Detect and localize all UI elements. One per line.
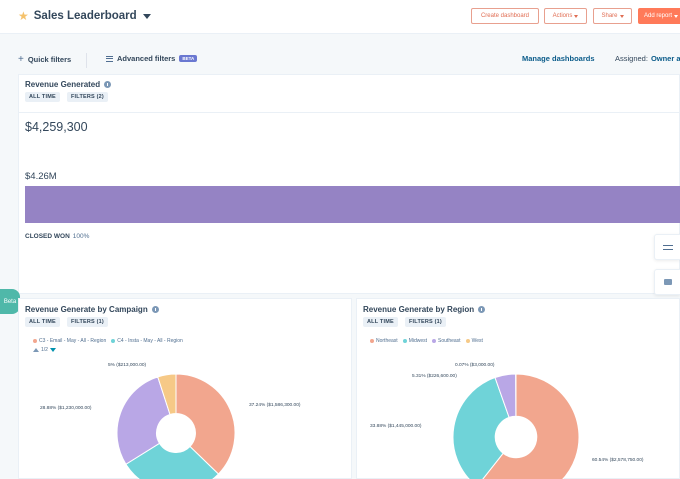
campaign-card-title-text: Revenue Generate by Campaign [25,305,148,314]
pie-slice-2[interactable] [452,376,510,479]
filter-bar: + Quick filters Advanced filters BETA Ma… [0,50,680,70]
dashboard-title: Sales Leaderboard [33,10,137,22]
campaign-legend: C3 - Email - May - All - Region C4 - Ins… [33,338,188,344]
legend-item[interactable]: Northeast [370,338,398,344]
legend-item[interactable]: C4 - Insta - May - All - Region [111,338,183,344]
quick-filters-label: Quick filters [27,55,72,64]
chevron-down-icon[interactable] [142,13,151,19]
chat-widget[interactable] [654,269,680,295]
filter-lines-icon [106,54,113,63]
legend-label: C3 - Email - May - All - Region [39,338,107,344]
share-button[interactable]: Share [593,8,632,24]
info-icon[interactable] [151,306,159,313]
pie-slice-1[interactable] [477,373,580,479]
revenue-total: $4,259,300 [25,120,88,134]
region-card-title: Revenue Generate by Region [363,305,486,314]
legend-item[interactable]: Midwest [402,338,428,344]
manage-dashboards-link[interactable]: Manage dashboards [522,54,595,63]
campaign-slice-label: 5% ($213,000.00) [108,363,147,368]
legend-swatch [432,339,437,343]
create-dashboard-button[interactable]: Create dashboard [471,8,539,24]
assigned-value: Owner a [650,54,680,63]
quick-filters-button[interactable]: + Quick filters [18,54,71,65]
revenue-bar-value: $4.26M [25,171,57,182]
campaign-card-title: Revenue Generate by Campaign [25,305,159,314]
chevron-down-icon [619,14,624,18]
info-icon[interactable] [104,81,112,88]
assigned-label: Assigned: [615,54,648,63]
closed-won-text: CLOSED WON [25,233,70,240]
closed-won-bar[interactable] [25,186,680,223]
table-icon [662,244,673,250]
star-icon[interactable]: ★ [18,9,29,23]
closed-won-percent: 100% [72,233,90,240]
legend-swatch [402,339,407,343]
legend-label: Southeast [438,338,461,344]
legend-swatch [370,339,374,343]
legend-swatch [33,339,37,343]
legend-label: Midwest [408,338,428,344]
legend-swatch [465,339,470,343]
add-report-button[interactable]: Add report [638,8,680,24]
dashboard-title-group[interactable]: ★ Sales Leaderboard [18,9,151,23]
legend-label: West [471,338,483,344]
campaign-slice-label: 28.88% ($1,230,000.00) [40,406,92,411]
create-dashboard-label: Create dashboard [480,13,530,19]
assigned-filter[interactable]: Assigned: Owner a [615,54,680,63]
legend-pager: 1/2 [33,347,56,353]
campaign-pie-chart [116,373,236,479]
legend-swatch [111,339,116,343]
pie-slice-3[interactable] [116,376,171,465]
beta-feedback-tab[interactable]: Beta [0,289,20,314]
table-view-widget[interactable] [654,234,680,260]
plus-icon: + [18,54,24,65]
pie-slice-1[interactable] [175,373,236,475]
pie-slice-2[interactable] [125,442,220,479]
filters-chip[interactable]: FILTERS (1) [405,317,446,327]
chevron-down-icon [674,14,679,18]
card-divider [18,112,680,113]
revenue-generated-title-text: Revenue Generated [25,80,101,89]
info-icon[interactable] [478,306,486,313]
page-down-icon[interactable] [49,348,56,352]
pie-slice-4[interactable] [157,373,177,416]
actions-label: Actions [552,13,573,19]
region-card-title-text: Revenue Generate by Region [363,305,475,314]
dashboard-header: ★ Sales Leaderboard Create dashboard Act… [0,0,680,34]
filters-chip[interactable]: FILTERS (1) [67,317,108,327]
advanced-filters-label: Advanced filters [117,54,176,63]
closed-won-label: CLOSED WON 100% [25,233,89,240]
filter-divider [86,53,87,68]
add-report-label: Add report [643,13,673,19]
legend-item[interactable]: West [465,338,483,344]
beta-badge: BETA [179,55,198,62]
legend-label: C4 - Insta - May - All - Region [117,338,183,344]
pager-text: 1/2 [41,347,48,353]
campaign-slice-label: 37.24% ($1,586,300.00) [249,403,301,408]
chevron-down-icon [574,14,579,18]
all-time-chip[interactable]: ALL TIME [25,317,60,327]
revenue-generated-title: Revenue Generated [25,80,112,89]
chat-icon [663,279,672,285]
page-up-icon[interactable] [33,348,39,352]
region-slice-label: 33.88% ($1,445,000.00) [370,424,422,429]
advanced-filters-button[interactable]: Advanced filters BETA [106,54,198,63]
region-slice-label: 60.54% ($2,578,750.00) [592,458,644,463]
revenue-generated-card [18,74,680,294]
legend-label: Northeast [376,338,398,344]
region-legend: Northeast Midwest Southeast West [370,338,488,344]
legend-item[interactable]: C3 - Email - May - All - Region [33,338,106,344]
filters-chip[interactable]: FILTERS (2) [67,92,108,102]
region-slice-label: 0.07% ($3,000.00) [455,363,495,368]
actions-button[interactable]: Actions [544,8,587,24]
region-slice-label: 5.31% ($226,600.00) [412,374,457,379]
legend-item[interactable]: Southeast [432,338,461,344]
share-label: Share [601,13,618,19]
all-time-chip[interactable]: ALL TIME [363,317,398,327]
region-pie-chart [452,373,580,479]
all-time-chip[interactable]: ALL TIME [25,92,60,102]
